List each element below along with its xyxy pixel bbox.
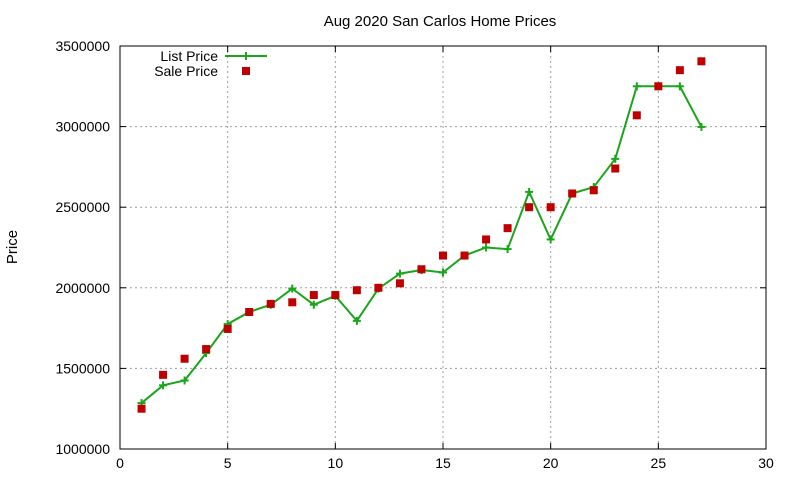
- y-tick-label: 1500000: [55, 360, 110, 376]
- series-list-price: [137, 82, 706, 408]
- list-price-point: [675, 82, 684, 91]
- list-price-point: [395, 269, 404, 278]
- legend-marker-plus: [242, 52, 250, 60]
- legend-key-sale-price: [242, 67, 250, 75]
- x-tick-label: 25: [651, 455, 667, 471]
- x-tick-label: 10: [328, 455, 344, 471]
- sale-price-point: [374, 283, 383, 292]
- x-tick-label: 20: [543, 455, 559, 471]
- sale-price-point: [568, 189, 577, 198]
- list-price-point: [525, 187, 534, 196]
- sale-price-point: [223, 324, 232, 333]
- sale-price-point: [697, 57, 706, 66]
- list-price-point: [632, 82, 641, 91]
- list-price-point: [288, 284, 297, 293]
- sale-price-point: [589, 186, 598, 195]
- legend-label-sale-price: Sale Price: [154, 63, 218, 79]
- list-price-point: [352, 316, 361, 325]
- x-tick-label: 5: [224, 455, 232, 471]
- y-tick-label: 1000000: [55, 441, 110, 457]
- sale-price-point: [675, 66, 684, 75]
- list-price-point: [159, 381, 168, 390]
- y-tick-label: 3500000: [55, 38, 110, 54]
- legend-key-list-price: [225, 52, 267, 60]
- list-price-point: [180, 376, 189, 385]
- list-price-point: [503, 245, 512, 254]
- sale-price-point: [159, 370, 168, 379]
- x-tick-label: 15: [435, 455, 451, 471]
- list-price-point: [309, 300, 318, 309]
- sale-price-point: [654, 82, 663, 91]
- list-price-point: [439, 268, 447, 277]
- plot-frame: [119, 45, 767, 450]
- sale-price-point: [482, 235, 491, 244]
- list-price-point: [482, 243, 491, 252]
- sale-price-point: [439, 251, 447, 260]
- sale-price-point: [632, 111, 641, 120]
- x-tick-label: 30: [758, 455, 774, 471]
- sale-price-point: [309, 291, 318, 300]
- grid-lines: [120, 46, 766, 449]
- sale-price-point: [611, 164, 620, 173]
- sale-price-point: [202, 345, 211, 354]
- y-tick-label: 2000000: [55, 280, 110, 296]
- list-price-point: [611, 154, 620, 163]
- sale-price-point: [137, 404, 146, 413]
- sale-price-point: [288, 298, 297, 307]
- sale-price-point: [395, 279, 404, 288]
- sale-price-point: [352, 286, 361, 295]
- sale-price-point: [180, 354, 189, 363]
- sale-price-point: [266, 299, 275, 308]
- x-tick-label: 0: [116, 455, 124, 471]
- list-price-point: [546, 235, 555, 244]
- sale-price-point: [331, 291, 340, 300]
- list-price-point: [697, 122, 706, 131]
- sale-price-point: [546, 203, 555, 212]
- y-axis-label: Price: [4, 230, 21, 264]
- sale-price-point: [460, 251, 469, 260]
- sale-price-point: [503, 224, 512, 233]
- series-sale-price: [137, 57, 706, 413]
- sale-price-point: [245, 307, 254, 316]
- chart-title: Aug 2020 San Carlos Home Prices: [324, 13, 557, 30]
- data-series: [137, 57, 706, 413]
- list-price-line: [140, 85, 703, 404]
- sale-price-point: [525, 203, 534, 212]
- legend-label-list-price: List Price: [160, 48, 218, 64]
- sale-price-point: [417, 265, 426, 274]
- y-tick-label: 3000000: [55, 119, 110, 135]
- y-tick-label: 2500000: [55, 199, 110, 215]
- axis-ticks: 0 5 10 15 20 25 30 1000000 1500000 2000000 2500000…: [55, 38, 774, 471]
